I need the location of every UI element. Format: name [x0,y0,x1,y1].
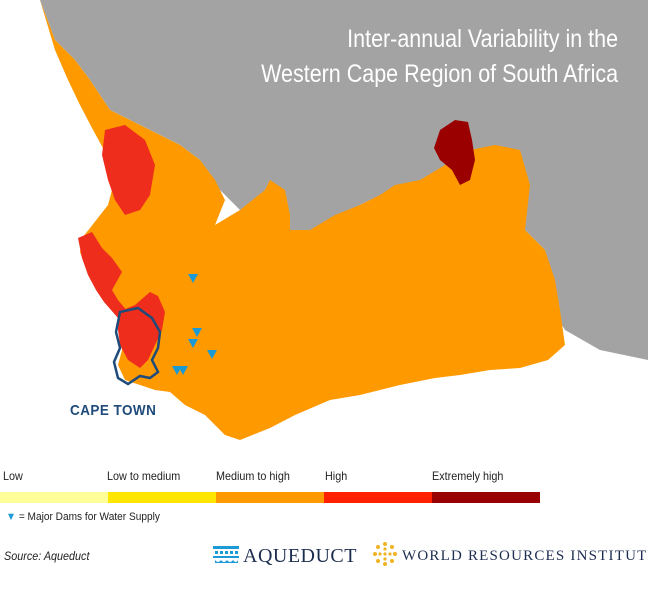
aqueduct-logo-text: AQUEDUCT [243,545,357,567]
region-high-west-coast [102,125,155,215]
region-high-coastal-strip [78,232,128,318]
legend-swatch-low-to-medium [108,492,216,503]
dam-icon [192,328,202,337]
title-line-2: Western Cape Region of South Africa [261,60,618,88]
legend-dams: ▼ = Major Dams for Water Supply [6,511,160,523]
legend-label-medium-to-high: Medium to high [216,469,290,483]
legend-label-low: Low [3,469,23,483]
source-note: Source: Aqueduct [4,549,90,563]
title-line-1: Inter-annual Variability in the [347,25,618,53]
legend-swatch-medium-to-high [216,492,324,503]
legend-swatch-low [0,492,108,503]
legend-swatch-extremely-high [432,492,540,503]
dam-icon [207,350,217,359]
aqueduct-logo-icon [213,546,239,563]
land-outside-region [40,0,648,360]
legend-label-extremely-high: Extremely high [432,469,504,483]
legend-label-high: High [325,469,348,483]
cape-town-outline [112,306,162,386]
wri-logo-icon [373,542,397,566]
region-extremely-high [434,120,475,185]
region-medium-to-high [40,0,565,440]
dam-icon [188,339,198,348]
legend-label-low-to-medium: Low to medium [107,469,181,483]
dam-legend-icon: ▼ [6,511,17,523]
map-title: Inter-annual Variability in the Western … [261,22,618,92]
dam-legend-label: = Major Dams for Water Supply [18,511,160,523]
map [40,0,648,440]
city-label-cape-town: CAPE TOWN [70,402,157,419]
legend-swatch-high [324,492,432,503]
dam-icon [178,366,188,375]
dam-icon [188,274,198,283]
wri-logo-text: WORLD RESOURCES INSTITUTE [402,548,648,564]
